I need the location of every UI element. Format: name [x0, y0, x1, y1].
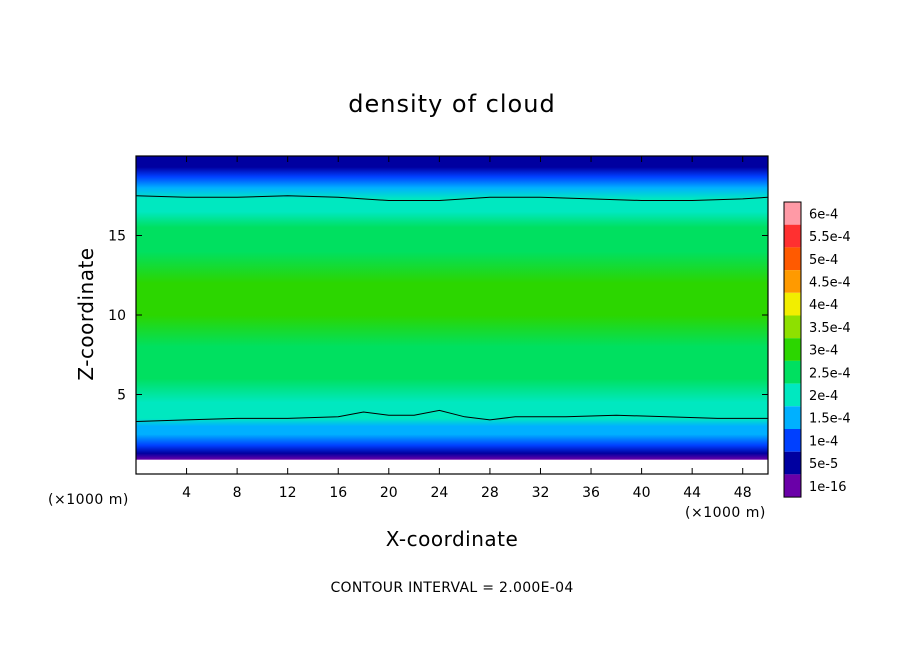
colorbar-label: 2.5e-4 — [809, 366, 851, 381]
x-tick-label: 28 — [481, 485, 499, 501]
x-tick-label: 36 — [582, 485, 600, 501]
x-tick-label: 32 — [532, 485, 550, 501]
x-tick-label: 16 — [329, 485, 347, 501]
colorbar-label: 1e-16 — [809, 480, 847, 495]
x-tick-label: 20 — [380, 485, 398, 501]
colorbar-label: 4.5e-4 — [809, 275, 851, 290]
colorbar-swatch — [784, 429, 801, 452]
x-tick-label: 48 — [734, 485, 752, 501]
density-field — [136, 156, 768, 474]
colorbar-swatch — [784, 383, 801, 407]
contour-line — [136, 195, 768, 201]
colorbar-label: 5e-4 — [809, 253, 838, 268]
colorbar-label: 1.5e-4 — [809, 412, 851, 427]
x-tick-label: 4 — [182, 485, 191, 501]
x-unit-label-left: (×1000 m) — [48, 492, 129, 508]
colorbar-label: 3.5e-4 — [809, 321, 851, 336]
colorbar-swatch — [784, 406, 801, 429]
colorbar-swatch — [784, 270, 801, 293]
colorbar-label: 4e-4 — [809, 298, 838, 313]
ground-blank-area — [136, 459, 768, 474]
colorbar-swatch — [784, 202, 801, 225]
colorbar-label: 5.5e-4 — [809, 230, 851, 245]
colorbar-swatch — [784, 474, 801, 498]
colorbar-label: 1e-4 — [809, 434, 838, 449]
y-tick-label: 5 — [117, 388, 126, 404]
contour-interval-note: CONTOUR INTERVAL = 2.000E-04 — [330, 580, 573, 596]
y-tick-label: 10 — [108, 308, 126, 324]
colorbar-swatch — [784, 292, 801, 316]
colorbar-swatch — [784, 224, 801, 248]
y-tick-label: 15 — [108, 229, 126, 245]
colorbar-swatch — [784, 247, 801, 271]
colorbar-label: 6e-4 — [809, 207, 838, 222]
colorbar-swatch — [784, 451, 801, 475]
colorbar-swatch — [784, 360, 801, 384]
x-tick-label: 24 — [430, 485, 448, 501]
colorbar-label: 2e-4 — [809, 389, 838, 404]
x-axis-ticks: 4 8 12 16 20 24 28 32 36 40 44 48 — [182, 156, 752, 501]
chart-title: density of cloud — [348, 90, 555, 118]
contour-lines — [136, 195, 768, 422]
x-tick-label: 40 — [633, 485, 651, 501]
x-unit-label-right: (×1000 m) — [685, 505, 766, 521]
colorbar: 6e-4 5.5e-4 5e-4 4.5e-4 4e-4 3.5e-4 3e-4 2.5e-4… — [783, 201, 851, 498]
colorbar-swatch — [784, 315, 801, 339]
x-tick-label: 8 — [233, 485, 242, 501]
y-axis-ticks: 5 10 15 — [108, 229, 768, 404]
x-tick-label: 12 — [279, 485, 297, 501]
x-tick-label: 44 — [683, 485, 701, 501]
y-axis-title: Z-coordinate — [74, 247, 98, 380]
colorbar-label: 3e-4 — [809, 344, 838, 359]
colorbar-label: 5e-5 — [809, 457, 838, 472]
colorbar-frame — [783, 201, 802, 498]
colorbar-swatch — [784, 338, 801, 361]
contour-line — [136, 409, 768, 422]
x-axis-title: X-coordinate — [386, 527, 519, 551]
density-field-fill — [136, 156, 768, 474]
